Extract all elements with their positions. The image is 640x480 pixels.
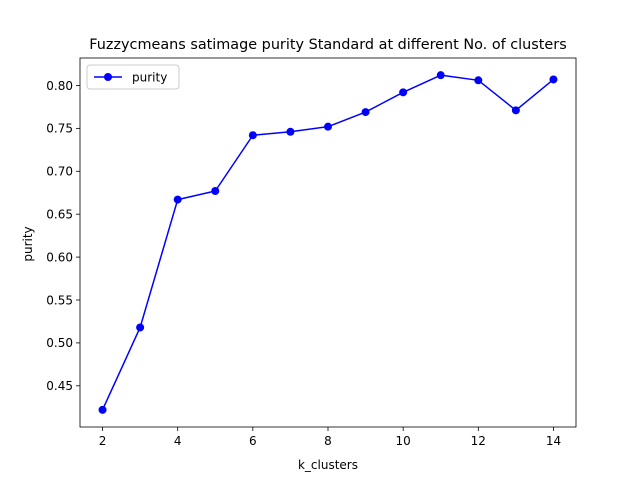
data-point: [173, 195, 182, 204]
data-point: [549, 75, 558, 84]
data-point: [98, 405, 107, 414]
x-tick-label: 10: [396, 434, 411, 448]
legend-marker-swatch: [104, 73, 112, 81]
data-point: [399, 88, 408, 97]
y-tick-label: 0.70: [46, 165, 73, 179]
x-tick-label: 8: [324, 434, 332, 448]
plot-area: 2 4 6 8 10 12 14 0.45 0.50 0.55 0.60 0.65 0.70 0.75 0.…: [46, 57, 577, 448]
chart-title: Fuzzycmeans satimage purity Standard at …: [89, 37, 566, 53]
data-point: [361, 108, 370, 117]
y-axis-label: purity: [21, 226, 35, 261]
data-point: [511, 106, 520, 115]
legend-box: [86, 64, 180, 90]
y-tick-label: 0.55: [46, 293, 73, 307]
y-tick-label: 0.75: [46, 122, 73, 136]
x-axis-label: k_clusters: [298, 458, 358, 472]
y-tick-label: 0.60: [46, 250, 73, 264]
x-tick-label: 2: [99, 434, 107, 448]
data-point: [136, 323, 145, 332]
x-tick-label: 12: [471, 434, 486, 448]
data-point: [436, 71, 445, 80]
y-tick-label: 0.50: [46, 336, 73, 350]
y-tick-label: 0.65: [46, 207, 73, 221]
axes-frame: [79, 57, 577, 428]
data-point: [248, 131, 257, 140]
x-tick-label: 4: [174, 434, 182, 448]
y-tick-label: 0.45: [46, 379, 73, 393]
legend-label: purity: [132, 70, 167, 84]
data-point: [474, 76, 483, 85]
x-tick-label: 6: [249, 434, 257, 448]
legend: purity: [86, 64, 180, 90]
y-tick-label: 0.80: [46, 79, 73, 93]
data-point: [211, 187, 220, 196]
data-point: [286, 127, 295, 136]
x-tick-label: 14: [546, 434, 561, 448]
data-point: [324, 122, 332, 131]
